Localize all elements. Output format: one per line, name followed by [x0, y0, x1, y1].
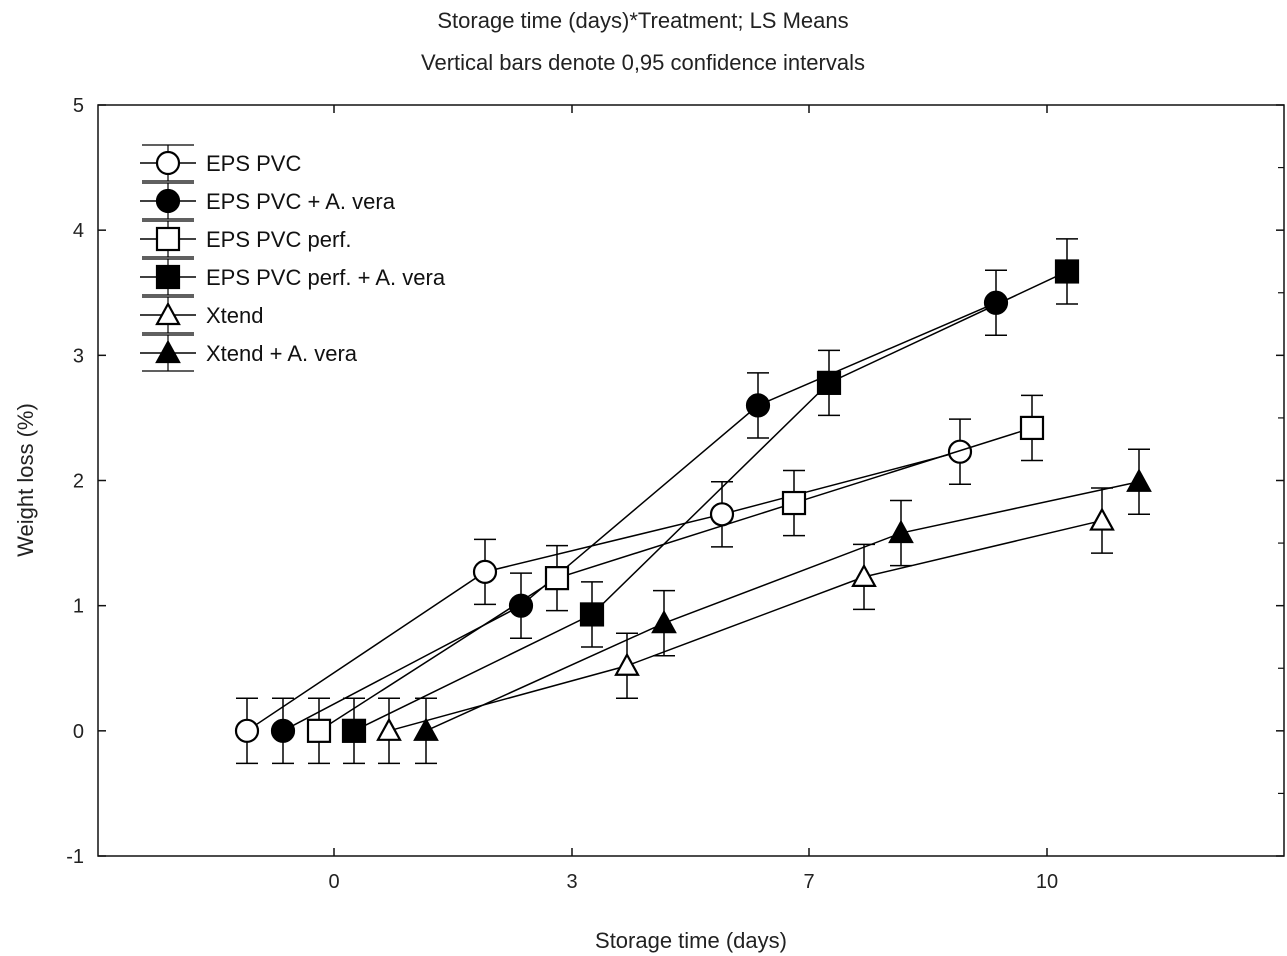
data-point	[745, 393, 771, 418]
data-point	[579, 602, 605, 627]
x-axis: 0 3 7 10	[328, 105, 1058, 893]
x-tick-label: 7	[803, 871, 814, 893]
data-point	[306, 718, 332, 743]
data-point	[1126, 468, 1152, 492]
legend-item: EPS PVC	[140, 144, 301, 182]
data-point	[341, 718, 367, 743]
legend-label: EPS PVC	[206, 151, 301, 176]
series-line	[388, 519, 1103, 732]
y-tick-label: 2	[73, 471, 84, 493]
y-tick-label: 4	[73, 220, 84, 242]
series-3	[306, 394, 1045, 765]
legend-marker	[155, 226, 181, 252]
legend-item: EPS PVC + A. vera	[140, 182, 396, 220]
data-point	[472, 559, 498, 584]
series-group	[234, 238, 1152, 765]
data-point	[1054, 259, 1080, 284]
series-1	[234, 418, 973, 765]
series-4	[341, 238, 1080, 765]
data-point	[983, 290, 1009, 315]
legend-label: EPS PVC perf.	[206, 227, 352, 252]
chart-title: Storage time (days)*Treatment; LS Means	[437, 8, 848, 33]
data-point	[1089, 507, 1115, 531]
data-point	[888, 519, 914, 544]
data-point	[376, 717, 402, 741]
series-5	[376, 487, 1115, 765]
legend-label: EPS PVC perf. + A. vera	[206, 265, 446, 290]
series-line	[282, 302, 997, 732]
x-tick-label: 10	[1036, 871, 1058, 893]
legend-item: EPS PVC perf. + A. vera	[140, 258, 446, 296]
series-line	[318, 427, 1033, 732]
x-tick-label: 3	[566, 871, 577, 893]
legend-item: Xtend	[140, 296, 264, 334]
data-point	[270, 718, 296, 743]
legend: EPS PVC EPS PVC + A. vera EPS PVC perf. EPS…	[140, 144, 446, 372]
x-tick-label: 0	[328, 871, 339, 893]
data-point	[234, 718, 260, 743]
legend-item: Xtend + A. vera	[140, 334, 358, 372]
legend-marker	[155, 188, 181, 214]
data-point	[709, 502, 735, 527]
y-tick-label: 3	[73, 345, 84, 367]
data-point	[508, 593, 534, 618]
series-line	[425, 481, 1140, 732]
y-tick-label: 5	[73, 95, 84, 117]
data-point	[1019, 415, 1045, 441]
data-point	[544, 566, 570, 591]
legend-marker	[155, 301, 181, 326]
chart-subtitle: Vertical bars denote 0,95 confidence int…	[421, 50, 865, 75]
x-axis-label: Storage time (days)	[595, 928, 787, 953]
data-point	[781, 490, 807, 516]
y-tick-label: -1	[66, 846, 84, 868]
y-tick-label: 1	[73, 596, 84, 618]
legend-marker	[155, 150, 181, 176]
legend-marker	[155, 264, 181, 290]
legend-label: Xtend + A. vera	[206, 341, 358, 366]
data-point	[651, 609, 677, 634]
series-6	[413, 448, 1152, 765]
series-line	[353, 270, 1068, 732]
legend-label: Xtend	[206, 303, 264, 328]
data-point	[851, 563, 877, 587]
y-tick-label: 0	[73, 721, 84, 743]
y-axis: -1 0 1 2 3 4 5	[66, 95, 1284, 868]
data-point	[816, 370, 842, 395]
legend-marker	[155, 339, 181, 364]
plot-area	[97, 104, 1285, 857]
series-2	[270, 269, 1009, 765]
series-line	[246, 450, 961, 732]
y-axis-label: Weight loss (%)	[13, 403, 38, 557]
legend-label: EPS PVC + A. vera	[206, 189, 396, 214]
data-point	[413, 717, 439, 741]
data-point	[614, 652, 640, 676]
data-point	[947, 439, 973, 464]
legend-item: EPS PVC perf.	[140, 220, 352, 258]
